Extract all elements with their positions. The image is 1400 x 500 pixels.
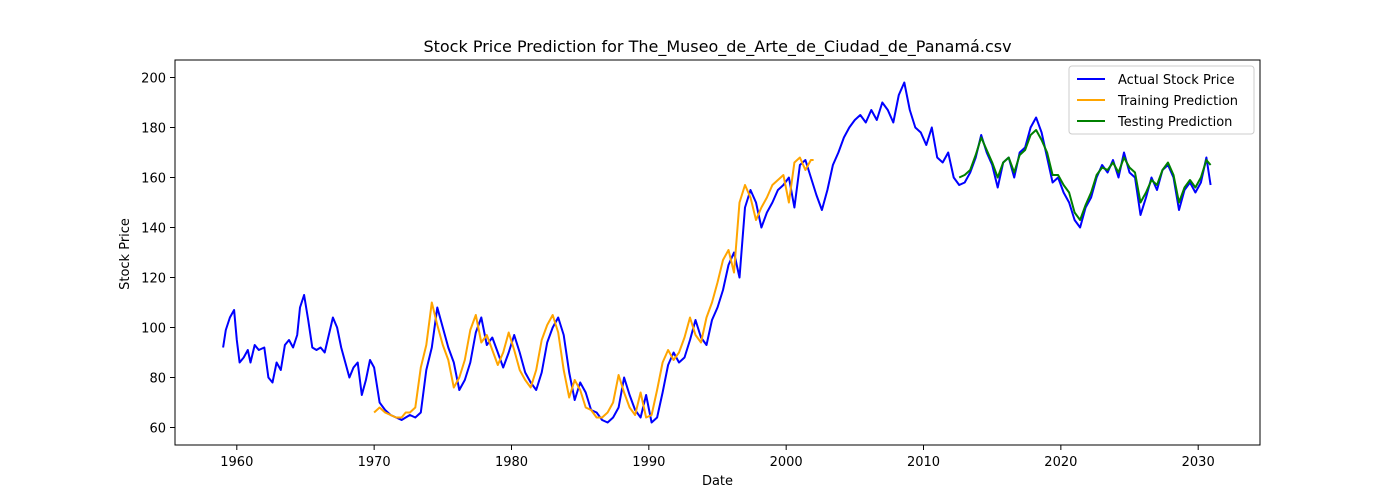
series-line-1 [373, 156, 814, 419]
x-tick-label: 2010 [907, 455, 940, 470]
x-axis: 1960 1970 1980 1990 2000 2010 2020 2030 [220, 445, 1215, 470]
y-tick-label: 100 [141, 322, 166, 337]
chart-title: Stock Price Prediction for The_Museo_de_… [423, 37, 1011, 57]
y-axis: 60 80 100 120 140 160 180 200 [141, 72, 175, 437]
y-tick-label: 120 [141, 272, 166, 287]
x-tick-label: 1980 [495, 455, 528, 470]
y-tick-label: 80 [149, 372, 166, 387]
legend-box [1068, 65, 1255, 135]
series-line-2 [958, 129, 1212, 221]
y-tick-label: 200 [141, 72, 166, 87]
axes-frame [174, 59, 1261, 446]
plot-area [174, 59, 1261, 446]
series-line-0 [222, 81, 1212, 424]
x-tick-label: 1990 [632, 455, 665, 470]
y-tick-label: 60 [149, 422, 166, 437]
x-axis-label: Date [702, 474, 733, 489]
legend-label: Actual Stock Price [1118, 73, 1235, 88]
x-tick-label: 2000 [770, 455, 803, 470]
legend: Actual Stock Price Training Prediction Tes… [1068, 65, 1255, 135]
y-tick-label: 180 [141, 122, 166, 137]
x-tick-label: 1960 [220, 455, 253, 470]
y-tick-label: 140 [141, 222, 166, 237]
legend-label: Training Prediction [1117, 94, 1238, 109]
y-axis-label: Stock Price [118, 218, 133, 290]
legend-label: Testing Prediction [1117, 115, 1232, 130]
x-tick-label: 1970 [358, 455, 391, 470]
x-tick-label: 2030 [1182, 455, 1215, 470]
y-tick-label: 160 [141, 172, 166, 187]
x-tick-label: 2020 [1044, 455, 1077, 470]
